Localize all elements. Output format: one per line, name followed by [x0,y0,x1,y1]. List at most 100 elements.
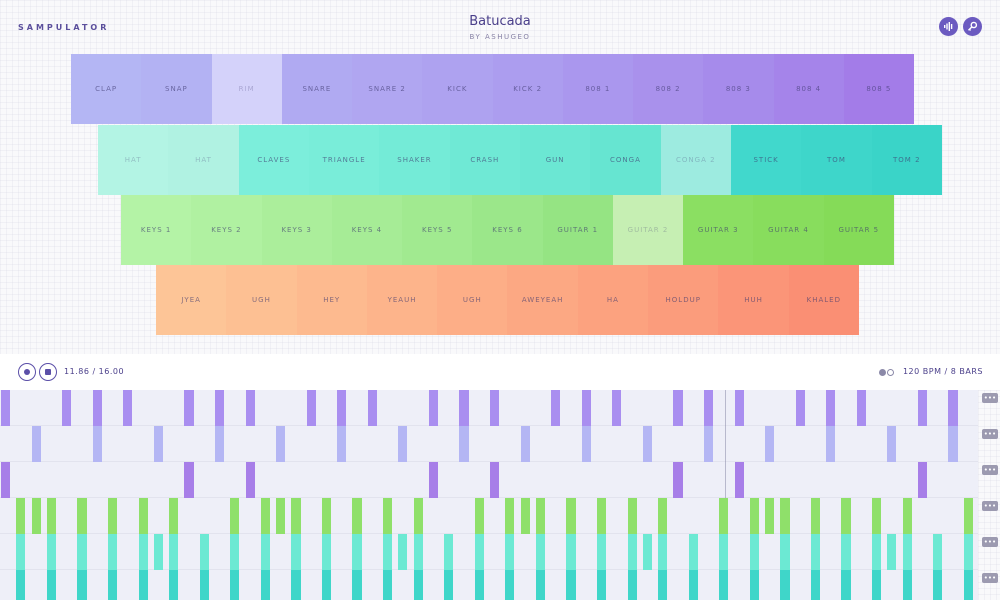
note-block[interactable] [765,498,775,534]
note-block[interactable] [887,534,897,570]
note-block[interactable] [46,534,56,570]
pad-conga[interactable]: CONGA [590,125,661,195]
note-block[interactable] [1,390,11,426]
note-block[interactable] [107,534,118,570]
pad-keys-3[interactable]: KEYS 3 [261,195,332,265]
note-block[interactable] [77,498,87,534]
pad-snare-2[interactable]: SNARE 2 [352,54,423,124]
808-track[interactable] [0,390,978,426]
note-block[interactable] [658,498,668,534]
note-block[interactable] [321,498,332,534]
note-block[interactable] [77,534,87,570]
note-block[interactable] [291,534,301,570]
note-block[interactable] [352,570,362,600]
note-block[interactable] [398,426,408,462]
note-block[interactable] [566,570,576,600]
note-block[interactable] [535,570,545,600]
pad-snap[interactable]: SNAP [141,54,212,124]
note-block[interactable] [1,462,11,498]
note-block[interactable] [16,498,26,534]
pad-808-2[interactable]: 808 2 [633,54,704,124]
note-block[interactable] [367,390,377,426]
track-options-button[interactable]: ••• [982,573,998,583]
pad-clap[interactable]: CLAP [71,54,142,124]
note-block[interactable] [551,390,561,426]
pad-keys-6[interactable]: KEYS 6 [472,195,543,265]
808-accent-track[interactable] [0,462,978,498]
note-block[interactable] [841,534,851,570]
pad-ha[interactable]: HA [577,265,649,335]
note-block[interactable] [688,570,698,600]
pad-keys-5[interactable]: KEYS 5 [402,195,473,265]
note-block[interactable] [841,498,851,534]
pad-huh[interactable]: HUH [718,265,789,335]
note-block[interactable] [520,498,530,534]
note-block[interactable] [62,390,72,426]
pad-conga-2[interactable]: CONGA 2 [660,125,731,195]
note-block[interactable] [612,390,622,426]
pad-hat[interactable]: HAT [98,125,169,195]
note-block[interactable] [138,570,148,600]
note-block[interactable] [673,462,683,498]
note-block[interactable] [658,534,668,570]
record-button[interactable] [18,363,36,381]
note-block[interactable] [505,498,515,534]
tempo-display[interactable]: 120 BPM / 8 BARS [902,367,983,376]
note-block[interactable] [826,426,836,462]
note-block[interactable] [627,570,637,600]
note-block[interactable] [719,498,729,534]
note-block[interactable] [459,390,469,426]
pad-kick-2[interactable]: KICK 2 [492,54,563,124]
note-block[interactable] [963,570,973,600]
note-block[interactable] [92,390,102,426]
pad-tom-2[interactable]: TOM 2 [871,125,942,195]
note-block[interactable] [16,534,26,570]
track-options-button[interactable]: ••• [982,465,998,475]
note-block[interactable] [383,534,393,570]
note-block[interactable] [383,570,393,600]
note-block[interactable] [749,570,759,600]
note-block[interactable] [872,498,882,534]
note-block[interactable] [596,534,607,570]
note-block[interactable] [841,570,851,600]
note-block[interactable] [352,534,362,570]
note-block[interactable] [581,426,591,462]
pad-khaled[interactable]: KHALED [788,265,859,335]
note-block[interactable] [321,534,332,570]
note-block[interactable] [260,534,270,570]
note-block[interactable] [963,534,973,570]
note-block[interactable] [123,390,133,426]
note-block[interactable] [719,534,729,570]
note-block[interactable] [214,390,225,426]
note-block[interactable] [688,534,698,570]
pad-guitar-4[interactable]: GUITAR 4 [753,195,824,265]
pad-tom[interactable]: TOM [801,125,872,195]
note-block[interactable] [16,570,26,600]
pad-808-3[interactable]: 808 3 [703,54,774,124]
note-block[interactable] [566,498,576,534]
note-block[interactable] [902,534,912,570]
note-block[interactable] [474,534,484,570]
note-block[interactable] [260,570,270,600]
note-block[interactable] [291,570,301,600]
note-block[interactable] [566,534,576,570]
note-block[interactable] [321,570,332,600]
note-block[interactable] [810,534,821,570]
note-block[interactable] [826,390,836,426]
pad-keys-2[interactable]: KEYS 2 [191,195,262,265]
note-block[interactable] [107,570,118,600]
note-block[interactable] [413,534,423,570]
note-block[interactable] [337,426,347,462]
track-options-button[interactable]: ••• [982,393,998,403]
pad-guitar-1[interactable]: GUITAR 1 [542,195,613,265]
note-block[interactable] [474,498,484,534]
note-block[interactable] [780,534,790,570]
note-block[interactable] [245,390,255,426]
note-block[interactable] [795,390,805,426]
note-block[interactable] [153,426,163,462]
pad-hey[interactable]: HEY [296,265,367,335]
note-block[interactable] [31,498,41,534]
note-block[interactable] [596,570,607,600]
note-block[interactable] [734,462,744,498]
note-block[interactable] [169,498,179,534]
